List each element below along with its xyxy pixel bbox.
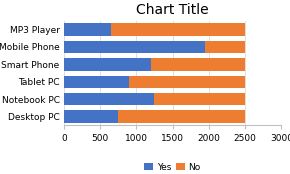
Bar	[151, 58, 245, 71]
Bar	[64, 41, 205, 53]
Bar	[129, 76, 245, 88]
Bar	[111, 23, 245, 36]
Bar	[118, 110, 245, 123]
Bar	[64, 93, 155, 105]
Legend: Yes, No: Yes, No	[141, 159, 204, 174]
Title: Chart Title: Chart Title	[136, 3, 209, 17]
Bar	[64, 110, 118, 123]
Bar	[64, 23, 111, 36]
Bar	[64, 58, 151, 71]
Bar	[64, 76, 129, 88]
Bar	[155, 93, 245, 105]
Bar	[205, 41, 245, 53]
